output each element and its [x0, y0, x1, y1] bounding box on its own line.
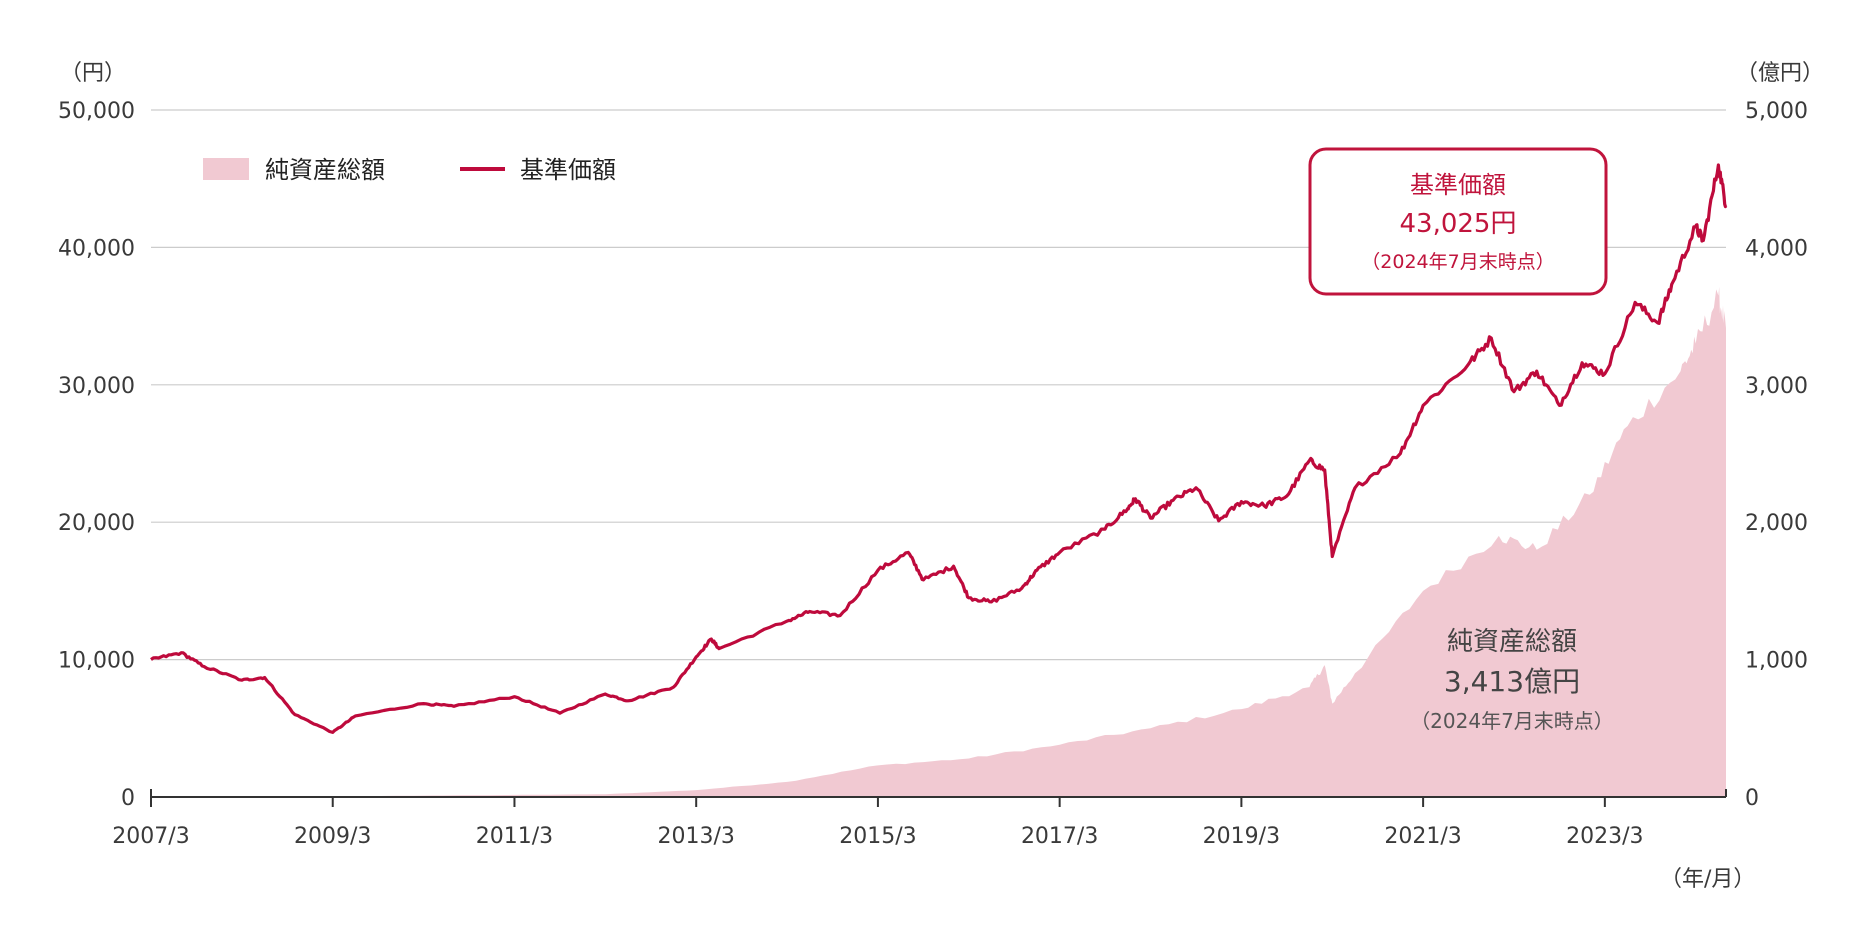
- left-tick-label: 50,000: [58, 99, 135, 124]
- x-axis-unit: （年/月）: [1660, 867, 1755, 892]
- left-tick-label: 30,000: [58, 374, 135, 399]
- x-tick-label: 2013/3: [657, 824, 734, 849]
- left-axis-ticks: 0 10,000 20,000 30,000 40,000 50,000: [58, 99, 135, 811]
- right-tick-label: 4,000: [1745, 236, 1808, 261]
- axes: [150, 789, 1727, 798]
- right-tick-label: 3,000: [1745, 374, 1808, 399]
- x-tick-label: 2011/3: [476, 824, 553, 849]
- x-tick-label: 2007/3: [112, 824, 189, 849]
- nav-callout-title: 純資産総額: [1447, 627, 1577, 657]
- right-tick-label: 5,000: [1745, 99, 1808, 124]
- price-callout-title: 基準価額: [1410, 171, 1506, 199]
- x-tick-label: 2015/3: [839, 824, 916, 849]
- right-tick-label: 2,000: [1745, 511, 1808, 536]
- right-tick-label: 0: [1745, 786, 1759, 811]
- legend-label-nav: 純資産総額: [265, 156, 385, 184]
- x-tick-label: 2009/3: [294, 824, 371, 849]
- x-tick-label: 2017/3: [1021, 824, 1098, 849]
- price-callout-value: 43,025円: [1400, 209, 1517, 239]
- nav-area-series: [151, 286, 1726, 797]
- x-tick-label: 2019/3: [1203, 824, 1280, 849]
- left-tick-label: 40,000: [58, 236, 135, 261]
- price-callout-box: [1308, 147, 1608, 296]
- legend: 純資産総額 基準価額: [203, 156, 616, 184]
- x-tick-label: 2021/3: [1384, 824, 1461, 849]
- left-tick-label: 0: [121, 786, 135, 811]
- x-tick-label: 2023/3: [1566, 824, 1643, 849]
- legend-swatch-nav: [203, 158, 249, 180]
- nav-callout: 純資産総額 3,413億円 （2024年7月末時点）: [1410, 627, 1614, 733]
- x-axis-ticks: 2007/3 2009/3 2011/3 2013/3 2015/3 2017/3 2019…: [112, 797, 1644, 849]
- nav-callout-note: （2024年7月末時点）: [1410, 709, 1614, 733]
- left-axis-unit: （円）: [60, 61, 126, 86]
- price-line-series: [150, 163, 1728, 734]
- legend-label-price: 基準価額: [520, 156, 616, 184]
- right-axis-unit: （億円）: [1736, 61, 1824, 86]
- right-tick-label: 1,000: [1745, 649, 1808, 674]
- price-callout-note: （2024年7月末時点）: [1361, 251, 1554, 273]
- left-tick-label: 10,000: [58, 649, 135, 674]
- nav-callout-value: 3,413億円: [1444, 665, 1580, 698]
- left-tick-label: 20,000: [58, 511, 135, 536]
- right-axis-ticks: 0 1,000 2,000 3,000 4,000 5,000: [1745, 99, 1808, 811]
- price-callout: 基準価額 43,025円 （2024年7月末時点）: [1308, 147, 1608, 296]
